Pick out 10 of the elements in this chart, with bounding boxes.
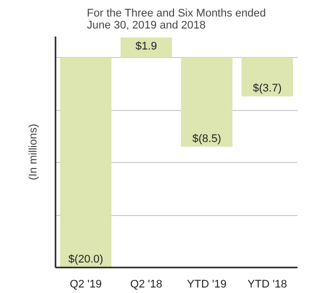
data-label: $(3.7): [252, 82, 282, 94]
data-label: $1.9: [136, 40, 157, 53]
x-tick-label: Q2 '18: [130, 278, 162, 290]
x-tick-label: Q2 '19: [70, 278, 102, 290]
x-tick-label: YTD '18: [248, 278, 287, 290]
data-label: $(8.5): [192, 132, 222, 145]
y-axis-title: (In millions): [28, 124, 40, 180]
data-label: $(20.0): [68, 254, 104, 266]
x-tick-label: YTD '19: [187, 278, 226, 290]
chart-title: For the Three and Six Months ended June 30, 2019 and 2018: [86, 8, 266, 32]
